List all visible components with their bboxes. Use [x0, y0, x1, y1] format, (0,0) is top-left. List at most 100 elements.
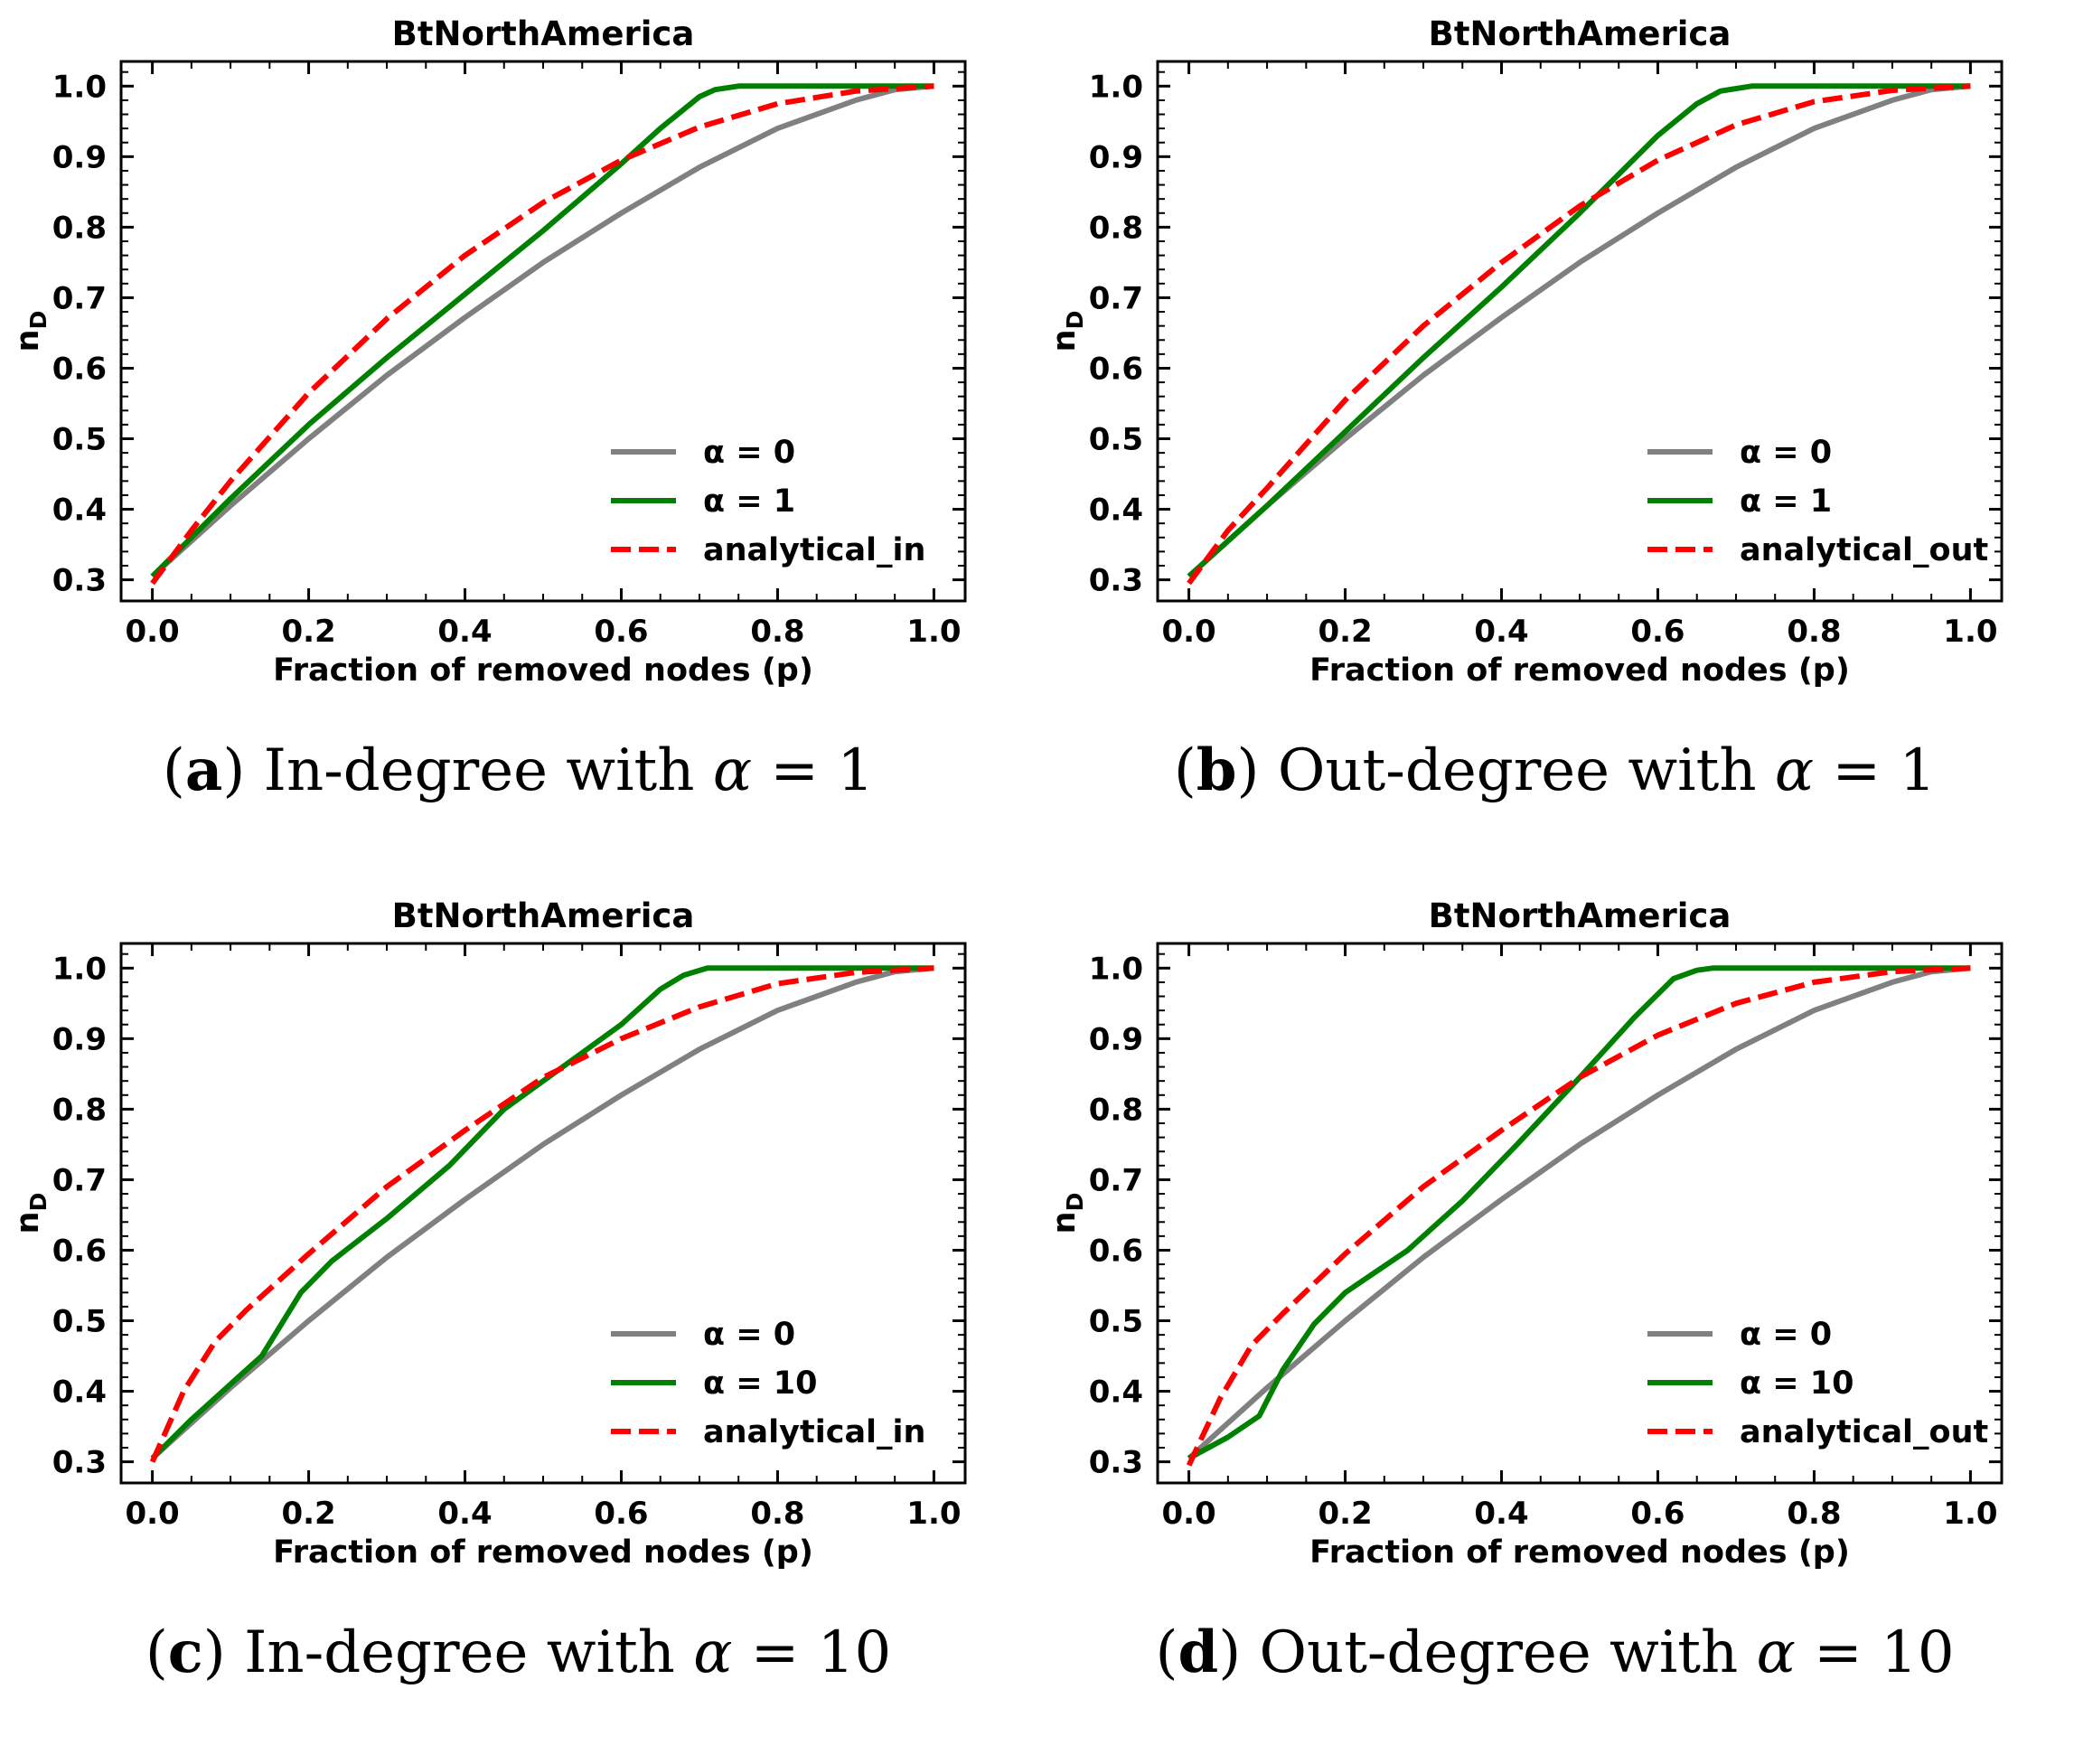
series-line-0 [150, 83, 934, 578]
y-tick-label: 0.8 [52, 1092, 107, 1128]
y-tick-label: 0.4 [52, 1375, 107, 1411]
legend-label-2: analytical_out [1740, 1414, 1988, 1450]
y-axis-label: nD [10, 311, 52, 352]
y-axis-label: nD [1046, 311, 1088, 352]
x-tick-label: 0.0 [125, 1496, 179, 1532]
y-axis-label-subscript: D [25, 1193, 52, 1212]
caption-value: = 1 [1814, 737, 1937, 804]
x-tick-label: 0.4 [437, 614, 492, 650]
x-tick-label: 0.8 [1787, 1496, 1841, 1532]
y-axis-label-main: n [1046, 1211, 1083, 1234]
subfigure-d: BtNorthAmerica 0.0 0.2 0.4 0.6 0.8 1.0 0.3 0.4 0.… [1037, 882, 2073, 1764]
y-tick-label: 0.5 [1089, 422, 1143, 458]
caption-value: = 10 [1795, 1619, 1955, 1686]
series-line-2 [1187, 83, 1971, 586]
y-tick-label: 1.0 [1089, 69, 1143, 105]
chart-title: BtNorthAmerica [392, 896, 695, 935]
caption-letter: b [1196, 737, 1237, 804]
legend-label-1: α = 10 [1740, 1365, 1853, 1402]
y-tick-label: 0.7 [52, 280, 107, 316]
y-tick-label: 0.6 [1089, 1233, 1143, 1269]
chart-b: BtNorthAmerica 0.0 0.2 0.4 0.6 0.8 1.0 0.3 0.4 0.… [1046, 14, 2004, 689]
legend-label-2: analytical_in [703, 1414, 925, 1450]
y-tick-label: 1.0 [1089, 951, 1143, 987]
x-tick-label: 0.4 [437, 1496, 492, 1532]
legend-label-2: analytical_out [1740, 532, 1988, 568]
caption-value: = 10 [732, 1619, 892, 1686]
series-line-0 [1187, 83, 1971, 578]
series-line-2 [1186, 965, 1971, 1467]
caption-b: (b) Out-degree with α = 1 [1173, 737, 1937, 804]
caption-text: Out-degree with [1277, 737, 1757, 804]
x-axis-label: Fraction of removed nodes (p) [1309, 652, 1850, 689]
x-axis-label: Fraction of removed nodes (p) [273, 1534, 813, 1571]
y-axis-label-main: n [10, 1211, 46, 1234]
caption-alpha: α [1774, 737, 1815, 804]
series-line-0 [1187, 965, 1971, 1460]
x-tick-label: 0.4 [1474, 614, 1528, 650]
chart-c: BtNorthAmerica 0.0 0.2 0.4 0.6 0.8 1.0 0.3 0.4 0.… [10, 896, 967, 1571]
y-tick-label: 0.8 [1089, 210, 1143, 246]
series-line-1 [150, 965, 934, 1460]
x-tick-label: 0.8 [750, 1496, 804, 1532]
plot-frame [119, 60, 967, 603]
x-tick-label: 0.2 [281, 614, 335, 650]
caption-letter: d [1178, 1619, 1219, 1686]
y-tick-label: 0.5 [1089, 1304, 1143, 1340]
plot-frame [1156, 942, 2004, 1485]
y-tick-label: 0.3 [1089, 1445, 1143, 1481]
x-tick-label: 1.0 [906, 614, 961, 650]
x-tick-label: 0.6 [594, 1496, 648, 1532]
legend-label-0: α = 0 [1740, 1317, 1832, 1353]
x-tick-label: 0.6 [1630, 1496, 1685, 1532]
y-axis-label: nD [10, 1193, 52, 1234]
chart-title: BtNorthAmerica [1429, 14, 1731, 53]
x-tick-label: 0.0 [125, 614, 179, 650]
y-tick-label: 1.0 [52, 951, 107, 987]
x-tick-label: 0.0 [1161, 614, 1215, 650]
caption-alpha: α [693, 1619, 733, 1686]
y-tick-label: 0.9 [1089, 1021, 1143, 1057]
x-tick-label: 0.2 [1318, 614, 1372, 650]
y-tick-label: 0.3 [52, 563, 107, 599]
caption-letter: c [167, 1619, 203, 1686]
y-axis-label-subscript: D [1062, 311, 1088, 330]
y-tick-label: 0.7 [52, 1162, 107, 1198]
y-tick-label: 0.5 [52, 1304, 107, 1340]
chart-a: BtNorthAmerica 0.0 0.2 0.4 0.6 0.8 1.0 0.3 0.4 0.… [10, 14, 967, 689]
legend-label-0: α = 0 [703, 435, 795, 471]
x-tick-label: 0.6 [1630, 614, 1685, 650]
caption-a: (a) In-degree with α = 1 [162, 737, 875, 804]
subfigure-a: BtNorthAmerica 0.0 0.2 0.4 0.6 0.8 1.0 0.3 0.4 0.… [0, 0, 1037, 882]
y-tick-label: 0.7 [1089, 280, 1143, 316]
x-tick-label: 0.4 [1474, 1496, 1528, 1532]
subfigure-b: BtNorthAmerica 0.0 0.2 0.4 0.6 0.8 1.0 0.3 0.4 0.… [1037, 0, 2073, 882]
series-line-2 [149, 965, 934, 1463]
series-line-1 [1187, 83, 1971, 578]
legend-label-2: analytical_in [703, 532, 925, 568]
y-tick-label: 0.4 [1089, 493, 1143, 529]
x-axis-label: Fraction of removed nodes (p) [1309, 1534, 1850, 1571]
y-axis-label-subscript: D [1062, 1193, 1088, 1212]
y-tick-label: 0.8 [52, 210, 107, 246]
caption-d: (d) Out-degree with α = 10 [1155, 1619, 1955, 1686]
chart-d: BtNorthAmerica 0.0 0.2 0.4 0.6 0.8 1.0 0.3 0.4 0.… [1046, 896, 2004, 1571]
x-tick-label: 1.0 [906, 1496, 961, 1532]
y-axis-label: nD [1046, 1193, 1088, 1234]
y-tick-label: 0.6 [52, 1233, 107, 1269]
y-tick-label: 0.4 [1089, 1375, 1143, 1411]
y-axis-label-subscript: D [25, 311, 52, 330]
chart-title: BtNorthAmerica [1429, 896, 1731, 935]
y-tick-label: 0.9 [52, 1021, 107, 1057]
legend-label-1: α = 1 [703, 483, 795, 520]
chart-title: BtNorthAmerica [392, 14, 695, 53]
y-tick-label: 0.6 [52, 351, 107, 387]
caption-value: = 1 [752, 737, 875, 804]
x-tick-label: 0.2 [1318, 1496, 1372, 1532]
legend-label-1: α = 1 [1740, 483, 1832, 520]
series-line-1 [1187, 965, 1971, 1461]
y-tick-label: 0.4 [52, 493, 107, 529]
series-line-2 [150, 83, 934, 586]
x-tick-label: 0.8 [750, 614, 804, 650]
caption-alpha: α [1756, 1619, 1796, 1686]
